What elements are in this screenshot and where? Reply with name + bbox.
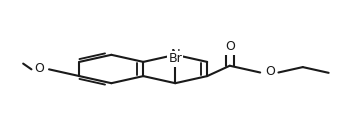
Text: N: N bbox=[170, 48, 180, 61]
Text: O: O bbox=[265, 65, 275, 79]
Text: O: O bbox=[34, 62, 44, 75]
Text: O: O bbox=[225, 40, 235, 53]
Text: Br: Br bbox=[169, 52, 182, 65]
